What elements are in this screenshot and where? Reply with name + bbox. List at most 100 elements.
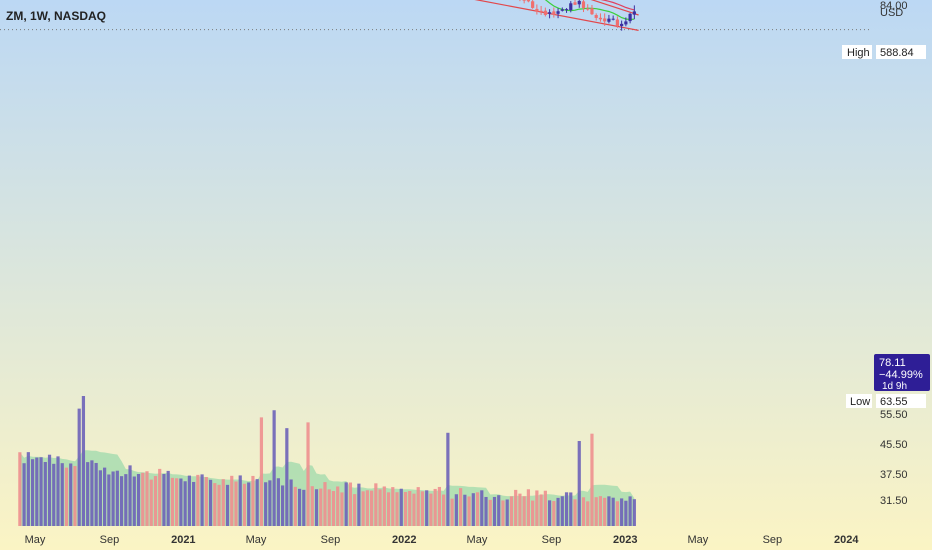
volume-bar bbox=[531, 500, 535, 526]
x-tick-label: May bbox=[688, 534, 709, 546]
candle-body bbox=[556, 11, 560, 14]
current-change: −44.99% bbox=[879, 369, 923, 381]
high-value-box bbox=[876, 45, 926, 59]
candle-body bbox=[552, 11, 556, 15]
x-tick-label: May bbox=[246, 534, 267, 546]
volume-bar bbox=[128, 465, 132, 526]
volume-bar bbox=[403, 491, 408, 526]
candle-body bbox=[531, 1, 535, 8]
volume-bar bbox=[47, 454, 52, 526]
volume-bar bbox=[467, 496, 471, 526]
volume-bar bbox=[225, 484, 230, 526]
x-tick-label: May bbox=[467, 534, 488, 546]
candle-body bbox=[573, 2, 577, 5]
high-label: High bbox=[847, 47, 870, 59]
y-tick-label: 31.50 bbox=[880, 495, 908, 507]
volume-bar bbox=[416, 487, 420, 526]
volume-bar bbox=[43, 461, 47, 526]
x-tick-label: May bbox=[25, 534, 46, 546]
volume-bar bbox=[412, 493, 416, 526]
high-value: 588.84 bbox=[880, 47, 914, 59]
volume-bar bbox=[632, 499, 636, 526]
volume-bar bbox=[26, 452, 30, 526]
low-label-box bbox=[846, 394, 872, 408]
candle-body bbox=[611, 18, 615, 20]
volume-bar bbox=[586, 501, 590, 526]
volume-bar bbox=[81, 396, 86, 526]
volume-bar bbox=[251, 475, 255, 526]
candle-body bbox=[586, 8, 590, 10]
candle-body bbox=[569, 3, 573, 11]
volume-bar bbox=[323, 482, 327, 526]
low-value-box bbox=[876, 394, 926, 408]
volume-bar bbox=[611, 497, 615, 526]
candle-body bbox=[539, 10, 543, 12]
volume-bar bbox=[569, 492, 573, 526]
volume-bar bbox=[98, 470, 102, 526]
volume-bar bbox=[505, 499, 509, 526]
volume-bar bbox=[289, 479, 293, 526]
volume-bar bbox=[509, 496, 514, 526]
volume-bar bbox=[238, 475, 242, 526]
candle-body bbox=[620, 23, 624, 26]
x-tick-label: 2023 bbox=[613, 534, 637, 546]
candle-body bbox=[543, 10, 547, 15]
volume-bar bbox=[353, 494, 357, 526]
volume-bar bbox=[22, 463, 26, 526]
volume-bar bbox=[594, 497, 598, 526]
volume-bar bbox=[425, 490, 429, 526]
candle-body bbox=[535, 8, 539, 12]
volume-bar bbox=[297, 488, 302, 526]
volume-bar bbox=[119, 476, 124, 526]
candle-body bbox=[522, 0, 526, 1]
volume-bar bbox=[628, 496, 632, 526]
volume-bar bbox=[395, 492, 399, 526]
volume-bar bbox=[153, 476, 158, 526]
volume-bar bbox=[285, 428, 289, 526]
volume-bar bbox=[179, 478, 183, 526]
current-price-badge bbox=[874, 354, 930, 391]
currency-label: USD bbox=[880, 7, 903, 19]
volume-bar bbox=[607, 496, 611, 526]
volume-bar bbox=[18, 452, 22, 526]
volume-bar bbox=[90, 460, 94, 526]
volume-bar bbox=[357, 483, 361, 526]
volume-bar bbox=[620, 498, 624, 526]
current-price: 78.11 bbox=[879, 357, 906, 369]
x-tick-label: 2022 bbox=[392, 534, 416, 546]
volume-bar bbox=[221, 479, 225, 526]
volume-bar bbox=[208, 479, 213, 526]
volume-bar bbox=[560, 496, 564, 526]
volume-bar bbox=[124, 474, 128, 526]
volume-bar bbox=[598, 496, 603, 526]
volume-bar bbox=[374, 483, 378, 526]
volume-bar bbox=[433, 488, 437, 526]
volume-bar bbox=[276, 478, 280, 526]
volume-bar bbox=[149, 479, 153, 526]
volume-bar bbox=[60, 463, 64, 526]
overlay-channel-bottom bbox=[474, 0, 639, 31]
volume-bar bbox=[577, 440, 581, 526]
x-tick-label: 2024 bbox=[834, 534, 859, 546]
volume-bar bbox=[200, 474, 204, 526]
volume-bar bbox=[213, 483, 217, 526]
volume-bar bbox=[539, 494, 543, 526]
volume-bar bbox=[302, 489, 306, 526]
volume-bar bbox=[344, 482, 348, 526]
volume-bar bbox=[255, 479, 259, 526]
volume-bar bbox=[136, 474, 141, 526]
volume-bar bbox=[86, 462, 90, 526]
volume-bar bbox=[437, 486, 442, 526]
volume-bar bbox=[162, 473, 166, 526]
volume-bar bbox=[293, 486, 297, 526]
volume-bar bbox=[217, 484, 221, 526]
x-tick-label: 2021 bbox=[171, 534, 195, 546]
low-label: Low bbox=[850, 396, 870, 408]
volume-bar bbox=[272, 410, 276, 526]
volume-bar bbox=[399, 488, 403, 526]
volume-bar bbox=[501, 500, 505, 526]
volume-bar bbox=[192, 481, 196, 526]
